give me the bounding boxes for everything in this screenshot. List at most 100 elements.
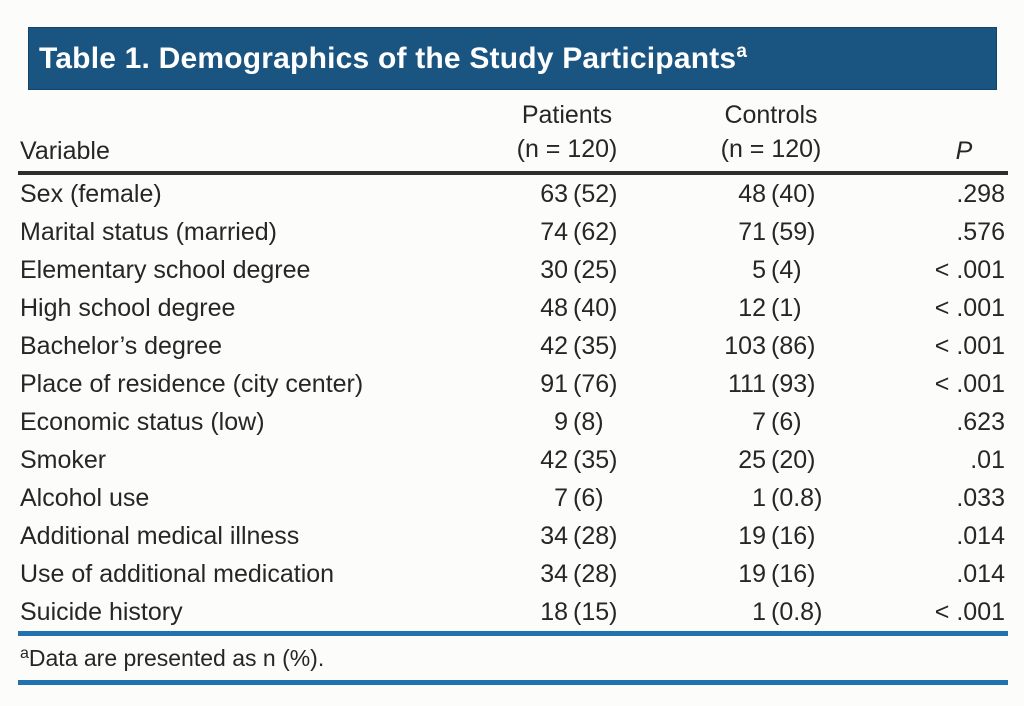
cell-patients-n: 7: [554, 484, 568, 512]
cell-controls-n: 12: [738, 294, 766, 322]
cell-controls-pct: (40): [771, 180, 816, 208]
cell-patients-n: 42: [540, 332, 568, 360]
column-header-controls-line2: (n = 120): [720, 135, 822, 163]
cell-p-value: < .001: [934, 332, 1005, 360]
cell-variable: Bachelor’s degree: [20, 332, 222, 360]
cell-patients-n: 34: [540, 522, 568, 550]
cell-patients-n: 34: [540, 560, 568, 588]
cell-controls-n: 7: [752, 408, 766, 436]
column-header-controls: Controls (n = 120): [721, 98, 822, 166]
column-header-variable: Variable: [20, 137, 110, 165]
cell-controls-n: 1: [752, 598, 766, 626]
column-header-controls-line1: Controls: [724, 101, 818, 129]
cell-variable: Economic status (low): [20, 408, 265, 436]
cell-p-value: .033: [956, 484, 1005, 512]
table-row: Additional medical illness 34 (28) 19 (16) .0…: [18, 517, 1008, 555]
table-title: Table 1. Demographics of the Study Parti…: [39, 42, 747, 76]
cell-variable: Marital status (married): [20, 218, 277, 246]
table-bottom-rule: [18, 680, 1008, 685]
column-header-patients-line2: (n = 120): [516, 135, 618, 163]
cell-p-value: .623: [956, 408, 1005, 436]
table-body: Sex (female) 63 (52) 48 (40) .298 Marital stat…: [18, 175, 1008, 631]
cell-variable: Suicide history: [20, 598, 183, 626]
cell-patients-pct: (40): [573, 294, 618, 322]
cell-controls-n: 25: [738, 446, 766, 474]
cell-p-value: .298: [956, 180, 1005, 208]
cell-p-value: < .001: [934, 294, 1005, 322]
cell-patients-pct: (35): [573, 332, 618, 360]
table-title-text: Table 1. Demographics of the Study Parti…: [39, 41, 737, 75]
footnote-text: Data are presented as n (%).: [28, 645, 325, 671]
cell-p-value: .576: [956, 218, 1005, 246]
cell-patients-pct: (6): [573, 484, 604, 512]
table-row: Bachelor’s degree 42 (35) 103 (86) < .001: [18, 327, 1008, 365]
cell-controls-pct: (6): [771, 408, 802, 436]
cell-variable: Sex (female): [20, 180, 162, 208]
table-row: Smoker 42 (35) 25 (20) .01: [18, 441, 1008, 479]
cell-variable: High school degree: [20, 294, 236, 322]
cell-controls-n: 111: [727, 370, 766, 398]
cell-controls-pct: (1): [771, 294, 802, 322]
cell-patients-n: 74: [540, 218, 568, 246]
cell-p-value: .014: [956, 560, 1005, 588]
table-row: Marital status (married) 74 (62) 71 (59) .576: [18, 213, 1008, 251]
table-row: Use of additional medication 34 (28) 19 (16)…: [18, 555, 1008, 593]
header-divider-rule: [18, 171, 1008, 175]
cell-patients-n: 48: [540, 294, 568, 322]
cell-patients-n: 18: [540, 598, 568, 626]
cell-variable: Use of additional medication: [20, 560, 335, 588]
cell-patients-pct: (15): [573, 598, 618, 626]
cell-p-value: < .001: [934, 598, 1005, 626]
cell-patients-pct: (28): [573, 560, 618, 588]
cell-controls-pct: (16): [771, 560, 816, 588]
cell-controls-pct: (59): [771, 218, 816, 246]
cell-patients-pct: (8): [573, 408, 604, 436]
cell-p-value: .014: [956, 522, 1005, 550]
column-header-p-value: P: [955, 137, 973, 165]
table-row: High school degree 48 (40) 12 (1) < .001: [18, 289, 1008, 327]
cell-controls-pct: (86): [771, 332, 816, 360]
table-footnote: aData are presented as n (%).: [18, 636, 1008, 680]
table-row: Economic status (low) 9 (8) 7 (6) .623: [18, 403, 1008, 441]
cell-patients-pct: (52): [573, 180, 618, 208]
cell-controls-pct: (20): [771, 446, 816, 474]
cell-variable: Elementary school degree: [20, 256, 311, 284]
cell-controls-n: 19: [738, 560, 766, 588]
demographics-table: Variable Patients (n = 120) Controls (n …: [18, 98, 1008, 685]
cell-patients-pct: (62): [573, 218, 618, 246]
column-header-patients: Patients (n = 120): [517, 98, 618, 166]
cell-controls-n: 48: [738, 180, 766, 208]
cell-p-value: < .001: [934, 256, 1005, 284]
cell-patients-n: 91: [540, 370, 568, 398]
table-title-superscript: a: [736, 40, 748, 62]
cell-controls-pct: (93): [771, 370, 816, 398]
cell-controls-pct: (16): [771, 522, 816, 550]
column-header-patients-line1: Patients: [521, 101, 613, 129]
cell-patients-n: 63: [540, 180, 568, 208]
cell-patients-pct: (25): [573, 256, 618, 284]
cell-controls-pct: (0.8): [771, 484, 823, 512]
cell-patients-pct: (28): [573, 522, 618, 550]
cell-controls-n: 5: [752, 256, 766, 284]
cell-patients-n: 9: [554, 408, 568, 436]
footnote-top-rule: [18, 631, 1008, 636]
table-header-row: Variable Patients (n = 120) Controls (n …: [18, 98, 1008, 171]
cell-variable: Alcohol use: [20, 484, 150, 512]
cell-controls-n: 103: [724, 332, 766, 360]
cell-variable: Place of residence (city center): [20, 370, 364, 398]
cell-patients-n: 42: [540, 446, 568, 474]
cell-variable: Smoker: [20, 446, 107, 474]
cell-p-value: .01: [970, 446, 1005, 474]
table-title-bar: Table 1. Demographics of the Study Parti…: [28, 27, 997, 90]
cell-controls-n: 71: [738, 218, 766, 246]
cell-controls-pct: (4): [771, 256, 802, 284]
table-row: Alcohol use 7 (6) 1 (0.8) .033: [18, 479, 1008, 517]
table-row: Place of residence (city center) 91 (76) 11…: [18, 365, 1008, 403]
cell-controls-n: 1: [752, 484, 766, 512]
cell-patients-pct: (76): [573, 370, 618, 398]
cell-patients-n: 30: [540, 256, 568, 284]
table-row: Suicide history 18 (15) 1 (0.8) < .001: [18, 593, 1008, 631]
cell-controls-pct: (0.8): [771, 598, 823, 626]
cell-variable: Additional medical illness: [20, 522, 300, 550]
